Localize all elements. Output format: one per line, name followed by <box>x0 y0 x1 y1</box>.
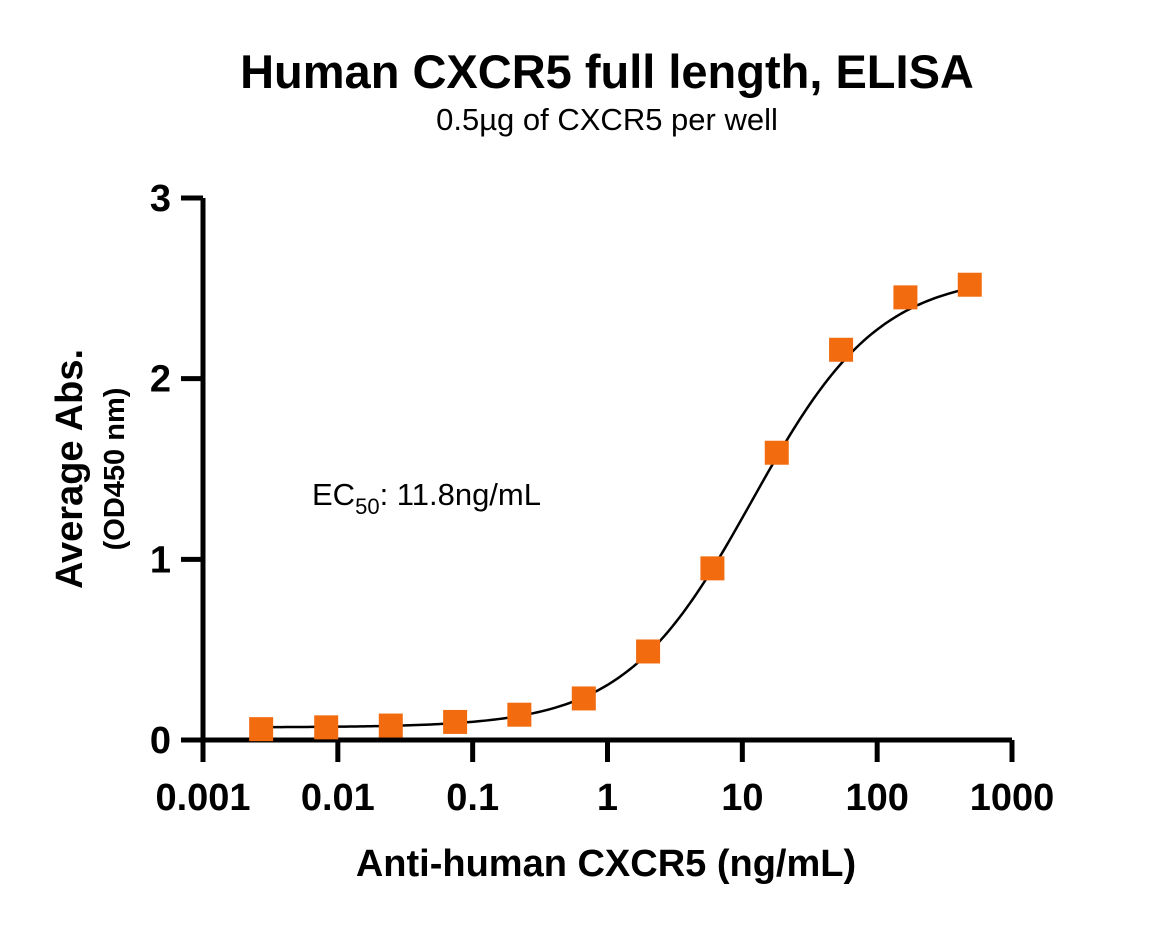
x-tick-label: 10 <box>721 777 763 819</box>
data-point <box>378 713 403 738</box>
x-tick-label: 0.001 <box>155 777 250 819</box>
data-point <box>249 717 274 742</box>
ec50-value: : 11.8ng/mL <box>380 477 541 512</box>
y-axis-sublabel: (OD450 nm) <box>99 388 131 551</box>
data-point <box>571 686 596 711</box>
x-tick-label: 1000 <box>970 777 1055 819</box>
x-tick-label: 0.01 <box>301 777 375 819</box>
data-point <box>314 715 339 740</box>
y-tick-label: 2 <box>150 359 171 401</box>
y-axis-label: Average Abs. <box>49 349 91 589</box>
y-axis-title: Average Abs. (OD450 nm) <box>49 349 131 589</box>
chart-subtitle: 0.5µg of CXCR5 per well <box>436 102 778 137</box>
data-point <box>443 709 468 734</box>
data-point <box>829 337 854 362</box>
data-point <box>764 440 789 465</box>
data-point <box>507 702 532 727</box>
ec50-prefix: EC <box>312 477 355 512</box>
data-point <box>957 272 982 297</box>
x-tick-label: 1 <box>597 777 618 819</box>
ec50-subscript: 50 <box>355 494 379 519</box>
ec50-annotation: EC50: 11.8ng/mL <box>312 477 541 519</box>
data-point <box>893 285 918 310</box>
chart-title: Human CXCR5 full length, ELISA <box>240 45 974 98</box>
x-axis-label: Anti-human CXCR5 (ng/mL) <box>356 843 856 885</box>
x-tick-label: 0.1 <box>446 777 499 819</box>
y-tick-label: 0 <box>150 720 171 762</box>
data-points-layer <box>249 272 982 742</box>
y-tick-label: 1 <box>150 539 171 581</box>
axes: 0 1 2 3 0.001 0.01 0.1 1 10 100 1000 <box>150 178 1054 819</box>
y-tick-label: 3 <box>150 178 171 220</box>
data-point <box>636 639 661 664</box>
x-tick-label: 100 <box>845 777 908 819</box>
data-point <box>700 556 725 581</box>
